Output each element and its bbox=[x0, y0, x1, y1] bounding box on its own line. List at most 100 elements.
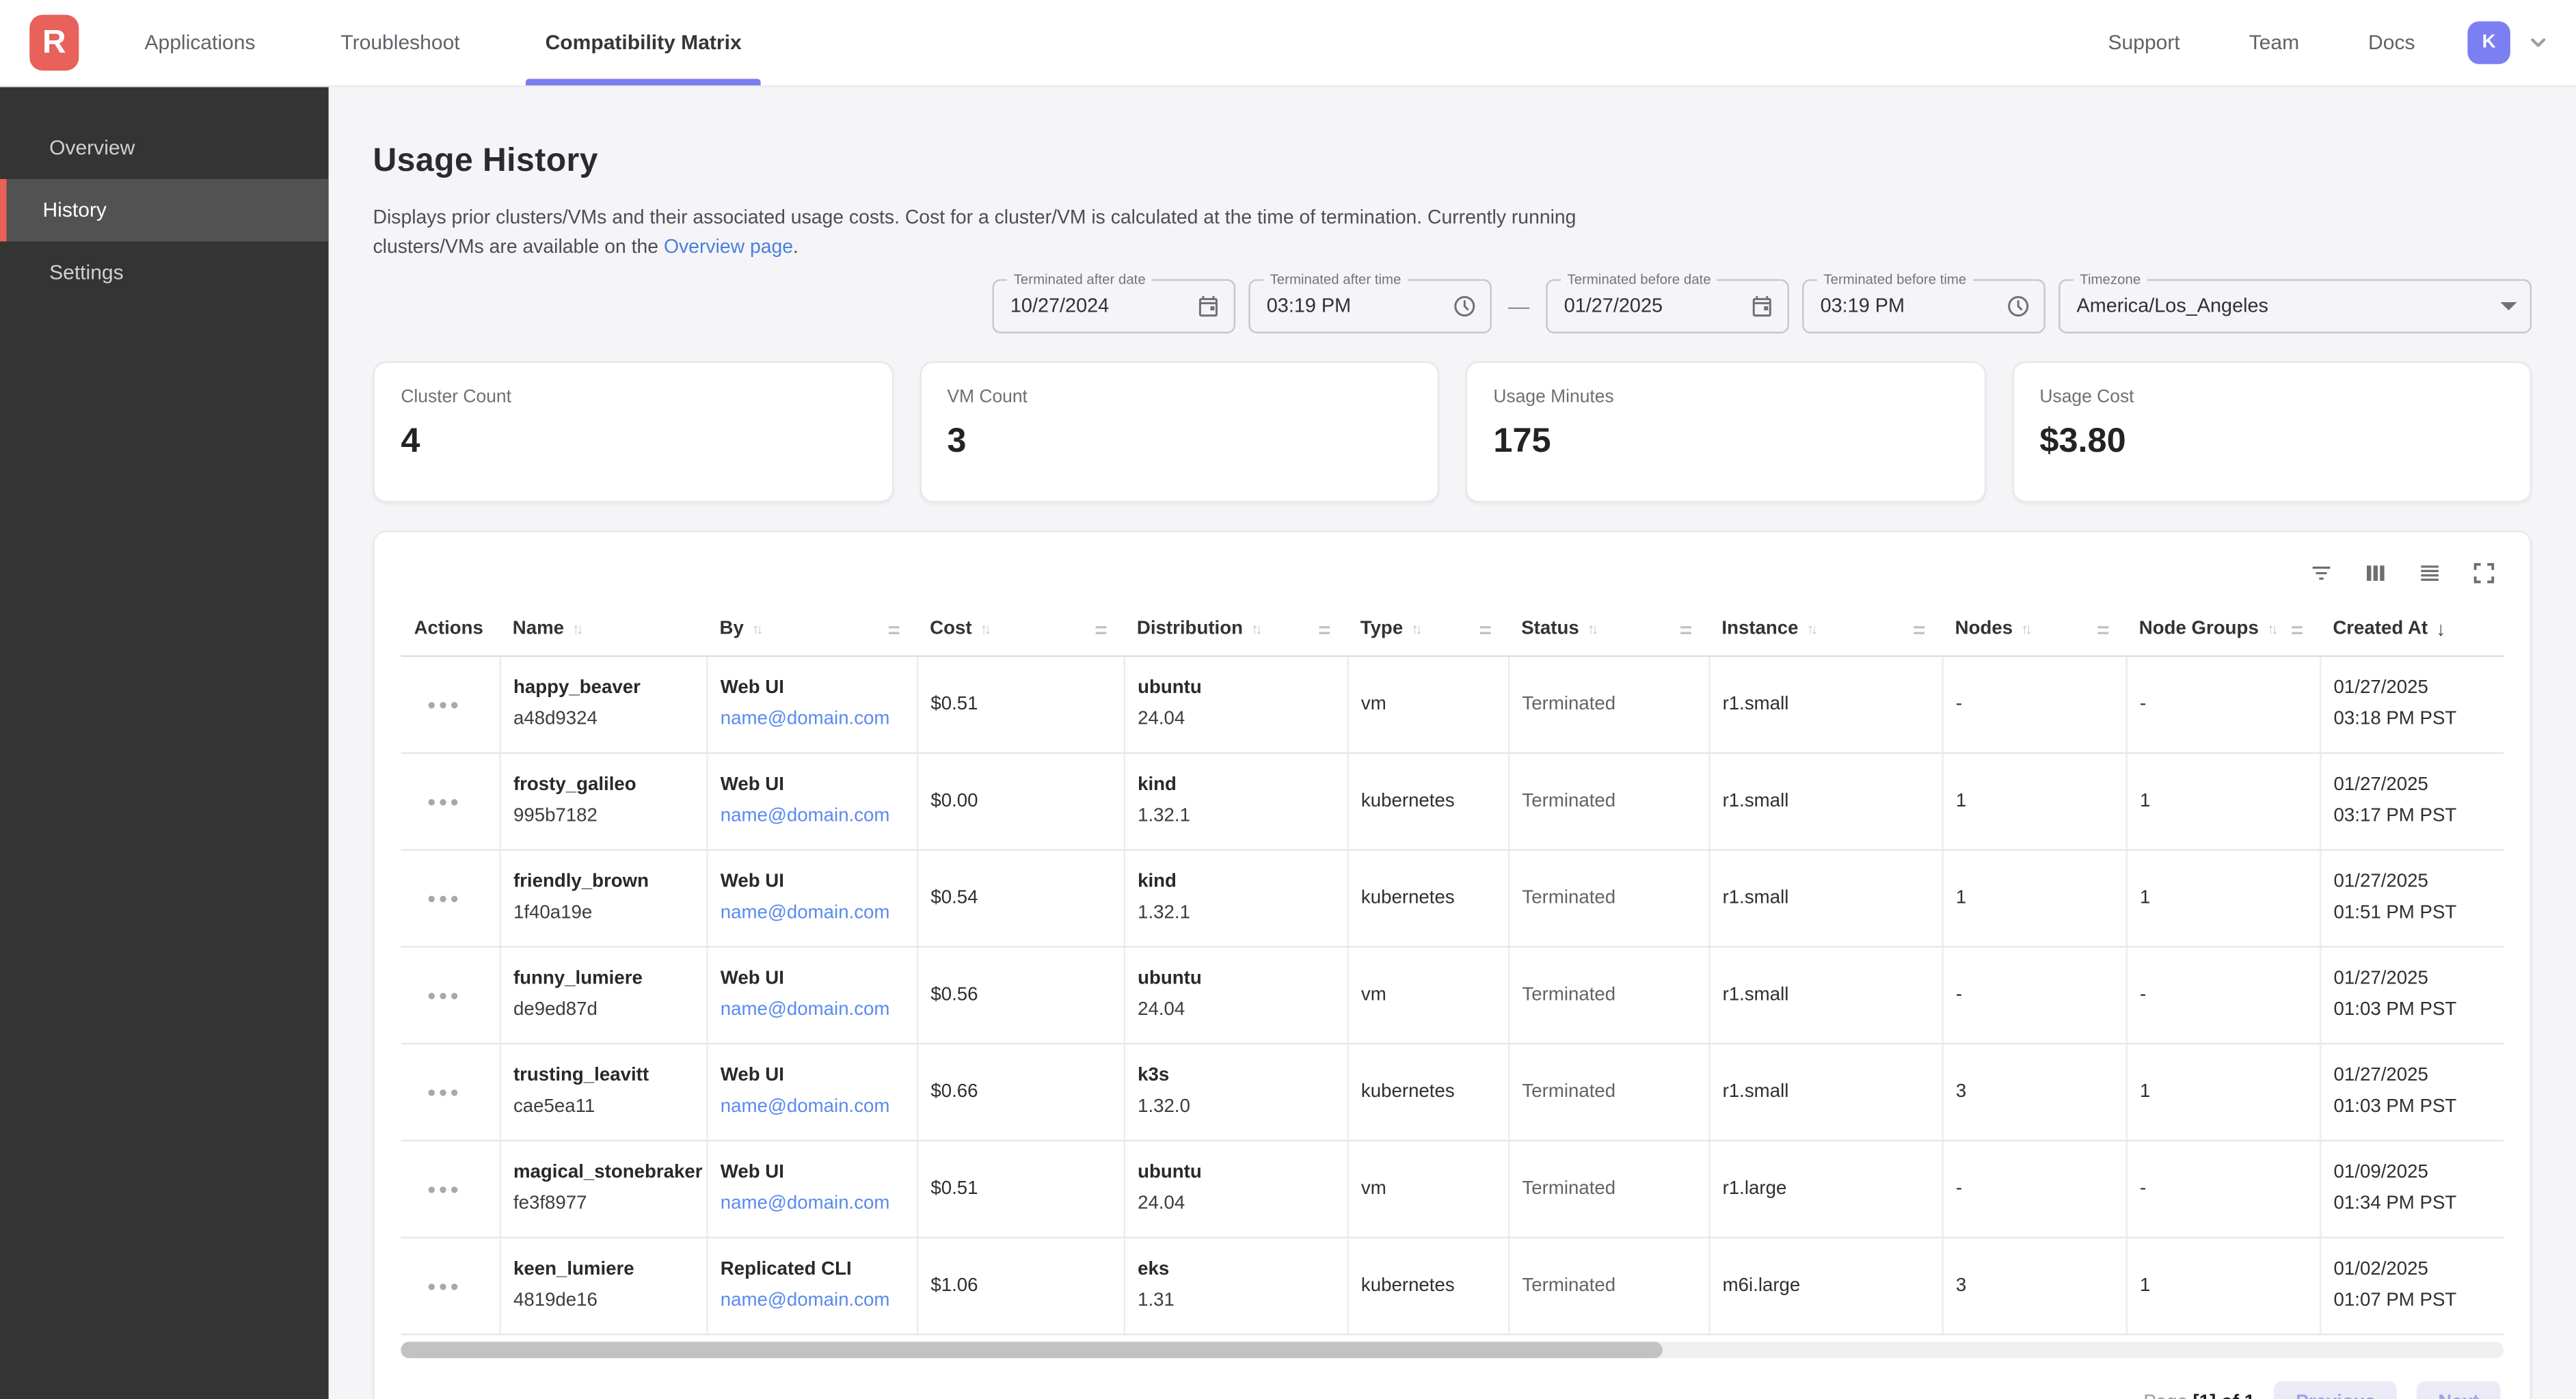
terminated-after-date-field[interactable]: Terminated after date 10/27/2024 bbox=[992, 270, 1236, 333]
column-header-by[interactable]: By ↑↓ = bbox=[706, 603, 917, 657]
column-menu-icon[interactable]: = bbox=[2097, 616, 2110, 642]
timezone-select[interactable]: Timezone America/Los_Angeles bbox=[2058, 270, 2532, 333]
timezone-value[interactable]: America/Los_Angeles bbox=[2076, 294, 2268, 317]
row-actions-menu-icon[interactable]: ●●● bbox=[427, 792, 461, 809]
vm-count-card: VM Count 3 bbox=[919, 360, 1440, 502]
sort-desc-icon[interactable]: ↓ bbox=[2436, 617, 2446, 641]
column-header-node-groups[interactable]: Node Groups ↑↓ = bbox=[2125, 603, 2320, 657]
sidebar-item-settings[interactable]: Settings bbox=[49, 261, 124, 284]
horizontal-scrollbar[interactable] bbox=[401, 1341, 2504, 1358]
clock-icon[interactable] bbox=[2006, 293, 2030, 318]
column-menu-icon[interactable]: = bbox=[1095, 616, 1108, 642]
column-menu-icon[interactable]: = bbox=[1679, 616, 1693, 642]
column-header-cost[interactable]: Cost ↑↓ = bbox=[916, 603, 1124, 657]
column-menu-icon[interactable]: = bbox=[1318, 616, 1331, 642]
column-header-nodes[interactable]: Nodes ↑↓ = bbox=[1942, 603, 2126, 657]
terminated-after-time-value[interactable]: 03:19 PM bbox=[1266, 294, 1352, 317]
cost-cell: $0.56 bbox=[916, 946, 1125, 1044]
sort-icon[interactable]: ↑↓ bbox=[1587, 621, 1599, 638]
row-actions-menu-icon[interactable]: ●●● bbox=[427, 1083, 461, 1100]
primary-nav: Applications Troubleshoot Compatibility … bbox=[109, 0, 778, 85]
sort-icon[interactable]: ↑↓ bbox=[2021, 621, 2032, 638]
replicated-logo[interactable]: R bbox=[29, 14, 79, 71]
column-menu-icon[interactable]: = bbox=[1913, 616, 1926, 642]
instance-cell: r1.small bbox=[1708, 752, 1943, 850]
previous-page-button[interactable]: Previous bbox=[2274, 1380, 2398, 1399]
table-row[interactable]: ●●● frosty_galileo 995b7182 Web UI name@do… bbox=[401, 752, 2504, 850]
row-actions-menu-icon[interactable]: ●●● bbox=[427, 1277, 461, 1294]
terminated-after-time-field[interactable]: Terminated after time 03:19 PM bbox=[1248, 270, 1492, 333]
nav-item-troubleshoot[interactable]: Troubleshoot bbox=[340, 31, 460, 55]
table-header-row: Actions Name ↑↓ By ↑↓ = Cost ↑↓ = Distributio… bbox=[401, 603, 2504, 657]
row-actions-menu-icon[interactable]: ●●● bbox=[427, 1180, 461, 1197]
terminated-before-date-field[interactable]: Terminated before date 01/27/2025 bbox=[1546, 270, 1789, 333]
density-icon[interactable] bbox=[2417, 559, 2443, 585]
terminated-before-time-value[interactable]: 03:19 PM bbox=[1820, 294, 1905, 317]
sidebar-item-overview[interactable]: Overview bbox=[49, 136, 135, 160]
table-row[interactable]: ●●● trusting_leavitt cae5ea11 Web UI name@… bbox=[401, 1043, 2504, 1141]
sort-icon[interactable]: ↑↓ bbox=[980, 621, 992, 638]
row-actions-menu-icon[interactable]: ●●● bbox=[427, 986, 461, 1003]
filter-icon[interactable] bbox=[2308, 559, 2334, 585]
nav-link-docs[interactable]: Docs bbox=[2368, 31, 2415, 55]
table-row[interactable]: ●●● magical_stonebraker fe3f8977 Web UI na… bbox=[401, 1139, 2504, 1238]
clock-icon[interactable] bbox=[1452, 293, 1477, 318]
email-link[interactable]: name@domain.com bbox=[720, 999, 890, 1020]
column-header-type[interactable]: Type ↑↓ = bbox=[1347, 603, 1509, 657]
nav-link-team[interactable]: Team bbox=[2249, 31, 2300, 55]
user-avatar[interactable]: K bbox=[2467, 21, 2510, 64]
table-row[interactable]: ●●● happy_beaver a48d9324 Web UI name@doma… bbox=[401, 655, 2504, 753]
sort-icon[interactable]: ↑↓ bbox=[1411, 621, 1423, 638]
email-link[interactable]: name@domain.com bbox=[720, 1096, 890, 1117]
terminated-before-date-value[interactable]: 01/27/2025 bbox=[1564, 294, 1663, 317]
table-row[interactable]: ●●● friendly_brown 1f40a19e Web UI name@do… bbox=[401, 849, 2504, 947]
chevron-down-icon[interactable] bbox=[2527, 31, 2550, 55]
column-menu-icon[interactable]: = bbox=[2290, 616, 2304, 642]
nav-link-support[interactable]: Support bbox=[2108, 31, 2180, 55]
terminated-after-date-label: Terminated after date bbox=[1007, 270, 1153, 287]
sort-icon[interactable]: ↑↓ bbox=[751, 621, 764, 638]
email-link[interactable]: name@domain.com bbox=[720, 902, 890, 923]
email-link[interactable]: name@domain.com bbox=[720, 1290, 890, 1310]
nav-item-applications[interactable]: Applications bbox=[144, 31, 256, 55]
row-actions-menu-icon[interactable]: ●●● bbox=[427, 695, 461, 712]
usage-minutes-card: Usage Minutes 175 bbox=[1465, 360, 1986, 502]
sidebar-item-history[interactable]: History bbox=[0, 178, 329, 242]
calendar-icon[interactable] bbox=[1196, 293, 1220, 318]
email-link[interactable]: name@domain.com bbox=[720, 709, 890, 729]
status-cell: Terminated bbox=[1508, 1139, 1710, 1238]
sort-icon[interactable]: ↑↓ bbox=[572, 621, 584, 638]
column-header-distribution[interactable]: Distribution ↑↓ = bbox=[1123, 603, 1347, 657]
column-header-created-at[interactable]: Created At ↓ bbox=[2320, 603, 2504, 657]
logo-container[interactable]: R bbox=[0, 0, 109, 85]
terminated-after-date-value[interactable]: 10/27/2024 bbox=[1010, 294, 1110, 317]
next-page-button[interactable]: Next bbox=[2417, 1380, 2501, 1399]
name-cell: frosty_galileo 995b7182 bbox=[499, 752, 708, 850]
email-link[interactable]: name@domain.com bbox=[720, 1193, 890, 1213]
sort-icon[interactable]: ↑↓ bbox=[2266, 621, 2279, 638]
name-cell: trusting_leavitt cae5ea11 bbox=[499, 1043, 708, 1141]
nav-item-compatibility-matrix[interactable]: Compatibility Matrix bbox=[509, 0, 778, 85]
column-header-name[interactable]: Name ↑↓ bbox=[499, 603, 707, 657]
table-row[interactable]: ●●● funny_lumiere de9ed87d Web UI name@dom… bbox=[401, 946, 2504, 1044]
scrollbar-thumb[interactable] bbox=[401, 1341, 1663, 1358]
select-arrow-icon[interactable] bbox=[2500, 301, 2517, 310]
sort-icon[interactable]: ↑↓ bbox=[1806, 621, 1819, 638]
sort-icon[interactable]: ↑↓ bbox=[1251, 621, 1263, 638]
terminated-before-time-field[interactable]: Terminated before time 03:19 PM bbox=[1802, 270, 2045, 333]
instance-cell: r1.small bbox=[1708, 946, 1943, 1044]
columns-icon[interactable] bbox=[2363, 559, 2389, 585]
email-link[interactable]: name@domain.com bbox=[720, 805, 890, 826]
overview-page-link[interactable]: Overview page bbox=[663, 235, 794, 258]
column-menu-icon[interactable]: = bbox=[887, 616, 900, 642]
column-header-status[interactable]: Status ↑↓ = bbox=[1508, 603, 1709, 657]
row-actions-menu-icon[interactable]: ●●● bbox=[427, 889, 461, 906]
column-header-instance[interactable]: Instance ↑↓ = bbox=[1708, 603, 1942, 657]
column-menu-icon[interactable]: = bbox=[1479, 616, 1492, 642]
table-row[interactable]: ●●● keen_lumiere 4819de16 Replicated CLI n… bbox=[401, 1236, 2504, 1335]
row-actions-cell: ●●● bbox=[401, 946, 500, 1044]
fullscreen-icon[interactable] bbox=[2471, 559, 2497, 585]
node-groups-cell: 1 bbox=[2125, 849, 2321, 947]
calendar-icon[interactable] bbox=[1749, 293, 1774, 318]
